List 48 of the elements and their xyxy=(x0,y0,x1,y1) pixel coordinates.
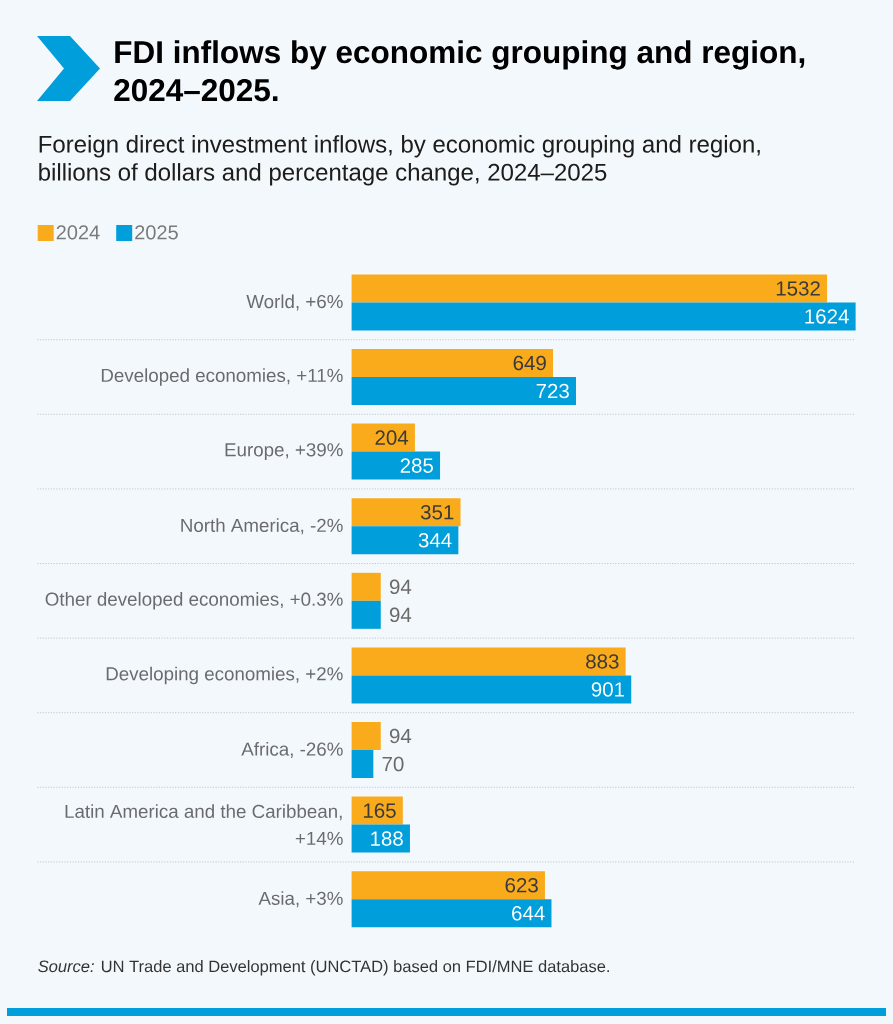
bar xyxy=(351,675,632,704)
y-tick-label: Developing economies, +2% xyxy=(106,666,343,685)
data-label: 901 xyxy=(591,682,625,697)
data-label: 94 xyxy=(389,728,412,744)
data-label: 723 xyxy=(536,383,569,399)
bar xyxy=(351,274,828,303)
data-label: 351 xyxy=(420,504,454,520)
bar xyxy=(351,750,374,779)
y-tick-label: Africa, -26% xyxy=(241,742,343,759)
chart-subtitle: Foreign direct investment inflows, by economic grouping and region, billions of dollars and percentage change, 2024–2025 xyxy=(39,135,760,186)
y-tick-label: World, +6% xyxy=(246,294,343,311)
bar xyxy=(351,526,459,555)
bar xyxy=(351,423,415,452)
bar xyxy=(351,572,381,601)
bar xyxy=(351,600,381,629)
y-tick-label: Latin America and the Caribbean, +14% xyxy=(65,804,343,845)
data-label: 70 xyxy=(382,756,404,772)
data-label: 188 xyxy=(371,831,403,846)
bar xyxy=(351,349,554,378)
data-label: 165 xyxy=(363,803,396,818)
y-tick-label: Other developed economies, +0.3% xyxy=(45,592,343,610)
bar xyxy=(351,647,626,676)
chart-title: FDI inflows by economic grouping and region, 2024–2025. xyxy=(114,40,805,102)
y-tick-label: North America, -2% xyxy=(181,518,343,535)
data-label: 94 xyxy=(389,607,412,623)
data-label: 1624 xyxy=(805,309,849,324)
data-label: 623 xyxy=(505,877,538,893)
legend-label: 2025 xyxy=(135,225,178,240)
data-label: 644 xyxy=(512,905,545,921)
bar xyxy=(351,899,552,928)
data-label: 1532 xyxy=(776,281,820,296)
y-tick-label: Asia, +3% xyxy=(258,891,343,908)
text: Source: UN Trade and Development (UNCTAD) based on FDI/MNE database. xyxy=(38,960,609,976)
bar xyxy=(351,498,461,527)
y-tick-label: Europe, +39% xyxy=(225,443,343,461)
data-label: 883 xyxy=(586,654,619,669)
data-label: 649 xyxy=(513,355,546,371)
bar xyxy=(351,302,856,331)
y-tick-label: Developed economies, +11% xyxy=(101,368,343,386)
data-label: 344 xyxy=(418,532,452,548)
data-label: 94 xyxy=(389,579,412,595)
bar xyxy=(351,722,381,751)
data-label: 204 xyxy=(375,430,409,445)
data-label: 285 xyxy=(400,458,433,473)
legend-label: 2024 xyxy=(56,225,100,240)
bar xyxy=(351,451,441,480)
bar xyxy=(351,377,576,406)
bar xyxy=(351,871,545,900)
